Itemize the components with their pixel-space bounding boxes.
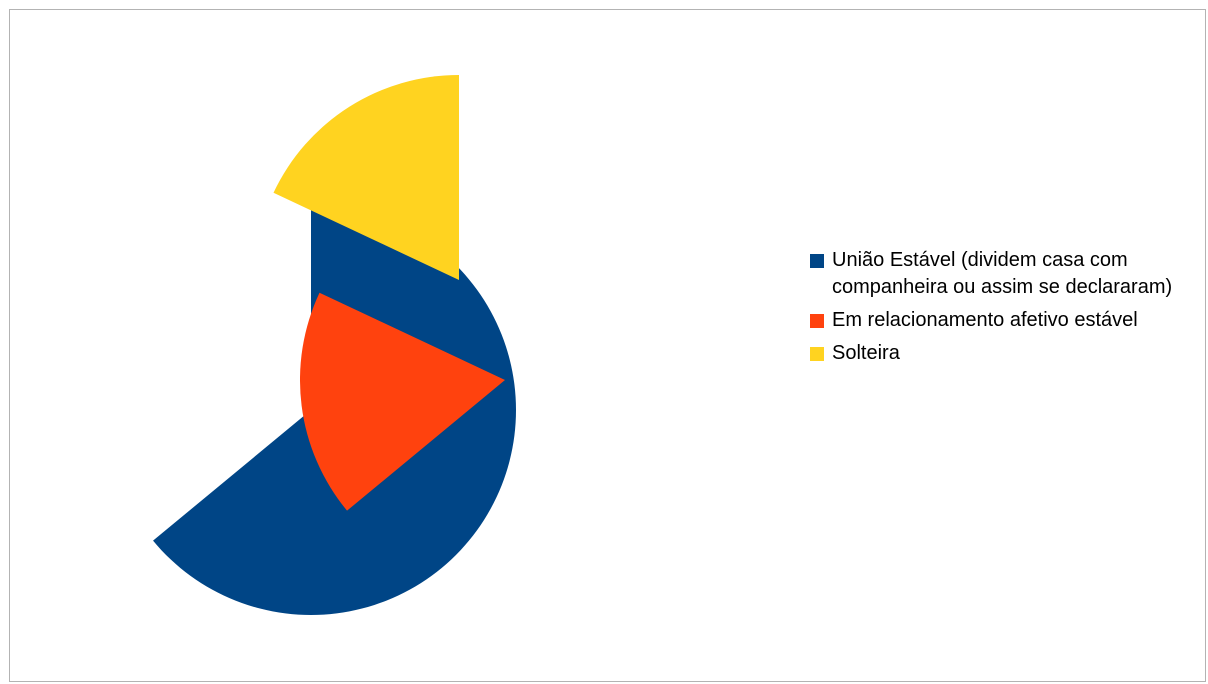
legend-item: Em relacionamento afetivo estável xyxy=(808,307,1203,334)
pie-slice xyxy=(299,292,505,511)
legend-item: União Estável (dividem casa com companhe… xyxy=(808,247,1203,301)
legend-swatch xyxy=(810,314,824,328)
legend-item: Solteira xyxy=(808,340,1203,367)
pie-slice xyxy=(273,75,459,280)
legend-swatch xyxy=(810,347,824,361)
legend-label: Solteira xyxy=(832,342,900,364)
legend-label: União Estável (dividem casa com companhe… xyxy=(832,249,1173,298)
legend-swatch xyxy=(810,254,824,268)
legend-label: Em relacionamento afetivo estável xyxy=(832,309,1138,331)
chart-legend: União Estável (dividem casa com companhe… xyxy=(808,247,1203,373)
